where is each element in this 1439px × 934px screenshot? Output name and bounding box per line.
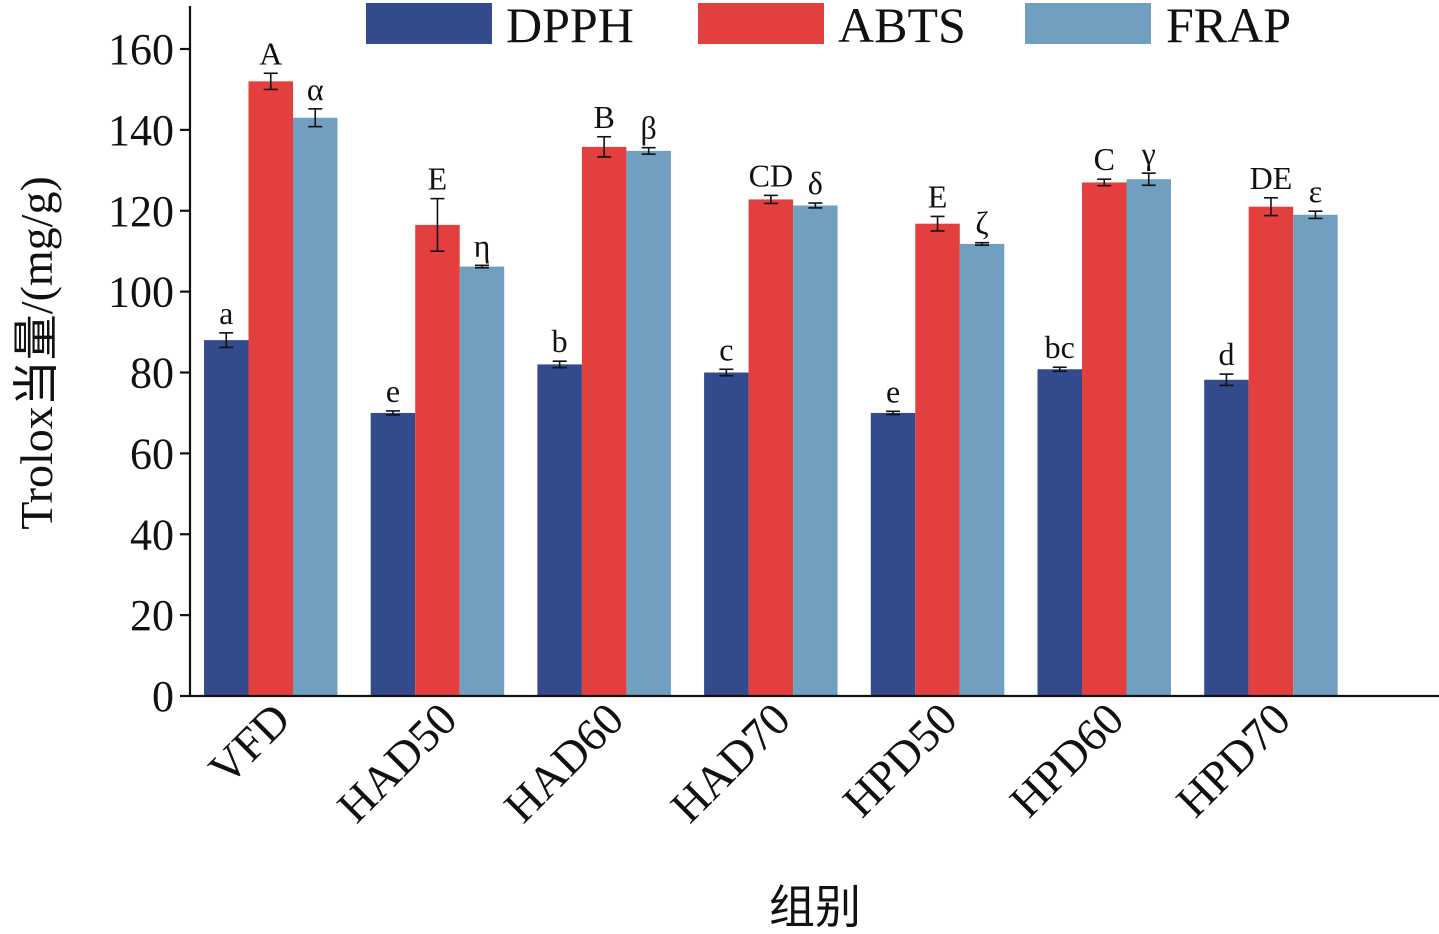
error-bar-dpph-hpd60 (1052, 366, 1067, 373)
x-tick-label-vfd: VFD (199, 693, 300, 794)
x-axis-ticks: VFD HAD50 HAD60 HAD70 HPD50 HPD60 HPD70 (199, 693, 1300, 832)
error-bar-frap-had50 (474, 264, 489, 269)
bar-dpph-had60 (537, 364, 582, 696)
error-bar-abts-vfd (263, 72, 278, 91)
x-tick-label-hpd60: HPD60 (1000, 693, 1134, 827)
bar-frap-had60 (626, 150, 671, 696)
legend-swatch-dpph (366, 3, 492, 44)
significance-labels-layer: a Aα e Eη b B β c CD δ e Eζ bc C γ d DE ε (219, 35, 1322, 409)
error-bar-dpph-had70 (719, 368, 734, 377)
bar-abts-hpd70 (1248, 206, 1294, 696)
bars-layer (204, 81, 1338, 697)
error-bar-frap-hpd70 (1308, 210, 1323, 220)
sig-label-dpph-had60: b (552, 323, 568, 359)
bar-abts-had50 (415, 224, 460, 696)
error-bar-dpph-had50 (385, 410, 400, 416)
sig-label-frap-hpd70: ε (1309, 173, 1322, 209)
sig-label-frap-vfd: α (307, 71, 324, 107)
error-bar-dpph-hpd70 (1219, 373, 1234, 387)
bar-abts-hpd60 (1082, 182, 1127, 696)
sig-label-abts-vfd: A (259, 35, 282, 71)
bar-dpph-vfd (204, 340, 249, 696)
bar-abts-vfd (248, 81, 293, 697)
sig-label-dpph-vfd: a (219, 295, 233, 331)
bar-frap-had70 (793, 205, 838, 697)
error-bar-abts-had70 (763, 194, 778, 205)
bar-dpph-had50 (370, 412, 416, 696)
y-tick-label: 40 (130, 510, 174, 559)
sig-label-frap-had70: δ (808, 165, 823, 201)
y-tick-label: 20 (130, 591, 174, 640)
x-axis-title: 组别 (769, 882, 861, 933)
error-bar-frap-hpd50 (975, 241, 990, 246)
y-tick-label: 60 (130, 429, 174, 478)
y-axis-title: Trolox当量/(mg/g) (11, 176, 62, 530)
bar-abts-had70 (748, 199, 794, 696)
sig-label-frap-hpd50: ζ (975, 205, 988, 241)
sig-label-frap-had50: η (474, 227, 491, 263)
sig-label-abts-hpd50: E (928, 178, 948, 214)
error-bar-dpph-hpd50 (886, 410, 901, 416)
bar-dpph-hpd60 (1037, 369, 1082, 696)
y-tick-label: 120 (108, 187, 174, 236)
error-bars-layer (219, 72, 1323, 416)
sig-label-abts-hpd60: C (1094, 141, 1115, 177)
y-tick-label: 0 (152, 672, 174, 721)
legend-label-dpph: DPPH (506, 0, 634, 53)
error-bar-frap-vfd (308, 108, 323, 128)
bar-abts-hpd50 (915, 223, 960, 696)
sig-label-dpph-hpd60: bc (1045, 329, 1075, 365)
y-axis-ticks: 0 20 40 60 80 100 120 140 160 (108, 25, 190, 721)
bar-abts-had60 (581, 146, 627, 697)
sig-label-dpph-hpd70: d (1218, 336, 1234, 372)
error-bar-frap-had70 (808, 202, 823, 209)
y-tick-label: 160 (108, 25, 174, 74)
bar-dpph-hpd70 (1204, 379, 1249, 696)
bar-frap-hpd70 (1293, 214, 1338, 697)
error-bar-frap-hpd60 (1141, 172, 1156, 187)
error-bar-dpph-vfd (219, 332, 234, 349)
x-tick-label-had70: HAD70 (661, 693, 800, 832)
y-tick-label: 80 (130, 349, 174, 398)
bar-frap-hpd50 (959, 243, 1005, 696)
bar-dpph-hpd50 (870, 412, 916, 696)
x-tick-label-hpd50: HPD50 (833, 693, 967, 827)
bar-frap-had50 (459, 266, 505, 696)
error-bar-abts-hpd50 (930, 215, 945, 232)
sig-label-frap-had60: β (641, 110, 657, 146)
error-bar-abts-hpd70 (1263, 197, 1278, 217)
legend-swatch-abts (698, 3, 824, 44)
bar-frap-hpd60 (1126, 179, 1171, 696)
sig-label-dpph-hpd50: e (886, 373, 900, 409)
sig-label-dpph-had70: c (719, 331, 733, 367)
bar-frap-vfd (293, 117, 338, 697)
x-tick-label-had60: HAD60 (494, 693, 633, 832)
sig-label-abts-had60: B (593, 99, 614, 135)
error-bar-abts-hpd60 (1097, 178, 1112, 187)
sig-label-abts-hpd70: DE (1250, 160, 1293, 196)
y-tick-label: 100 (108, 268, 174, 317)
y-tick-label: 140 (108, 106, 174, 155)
legend-swatch-frap (1025, 3, 1151, 44)
error-bar-abts-had60 (597, 135, 612, 158)
legend-label-frap: FRAP (1166, 0, 1291, 53)
sig-label-abts-had70: CD (749, 157, 793, 193)
x-tick-label-hpd70: HPD70 (1166, 693, 1300, 827)
error-bar-dpph-had60 (552, 360, 567, 369)
sig-label-frap-hpd60: γ (1141, 135, 1156, 171)
bar-dpph-had70 (704, 372, 749, 696)
error-bar-frap-had60 (641, 146, 656, 155)
sig-label-abts-had50: E (428, 161, 448, 197)
legend-label-abts: ABTS (838, 0, 966, 53)
axes (188, 6, 1439, 698)
error-bar-abts-had50 (430, 197, 445, 252)
x-tick-label-had50: HAD50 (327, 693, 466, 832)
legend: DPPH ABTS FRAP (366, 0, 1291, 53)
sig-label-dpph-had50: e (386, 373, 400, 409)
